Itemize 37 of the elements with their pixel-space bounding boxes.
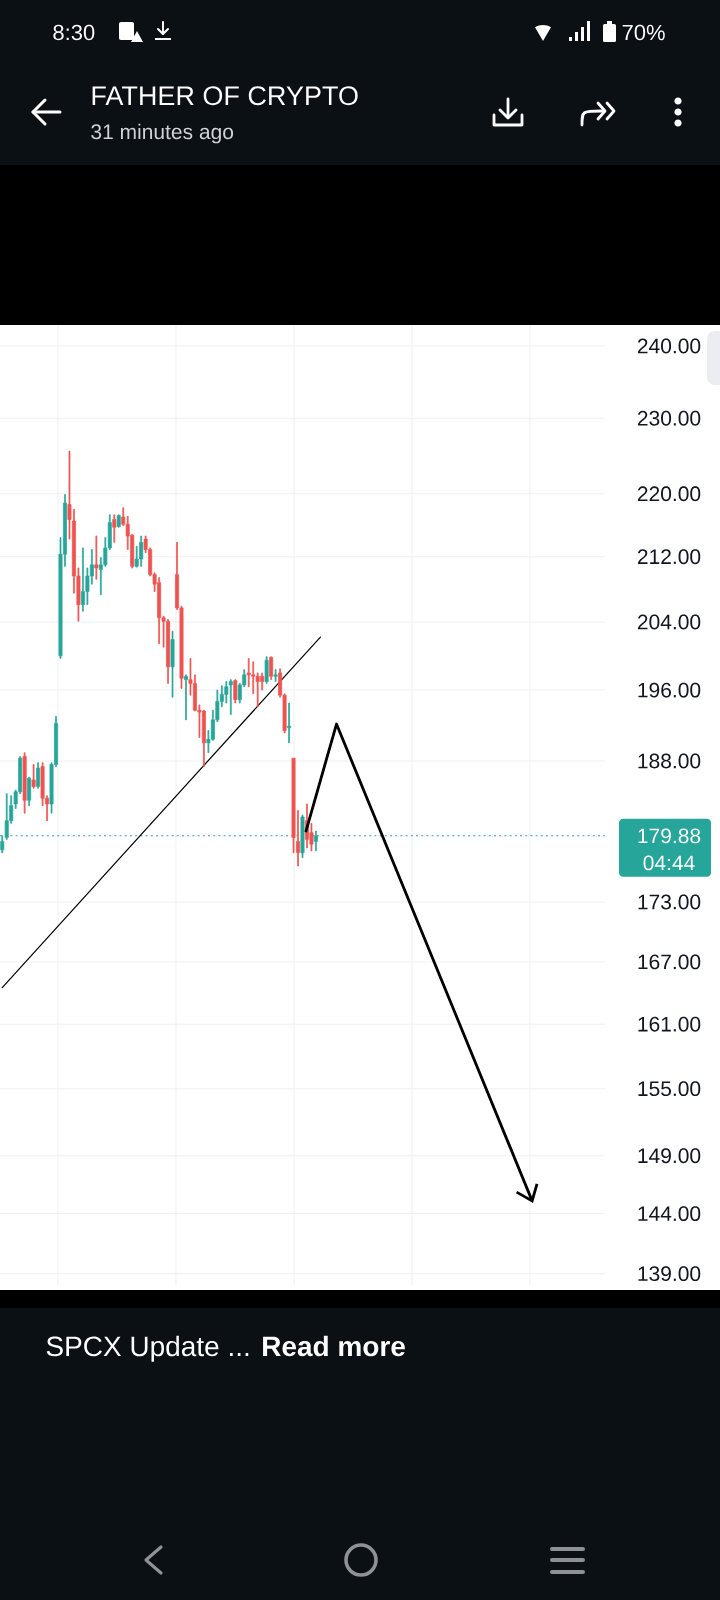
chart-title: FATHER OF CRYPTO [92, 86, 358, 106]
candlestick [264, 656, 269, 684]
candlestick [27, 776, 32, 807]
text: SPCX Update ... Read more [46, 1335, 405, 1362]
y-tick-label: 204.00 [637, 614, 701, 630]
candlestick [184, 674, 188, 721]
candlestick [228, 679, 233, 715]
candlestick [94, 535, 99, 580]
y-tick-label: 188.00 [638, 753, 701, 769]
candlestick [31, 764, 36, 789]
candlestick [233, 679, 238, 704]
y-tick-label: 139.00 [638, 1266, 701, 1282]
text: 04:44 [643, 855, 695, 871]
candlestick [112, 514, 117, 543]
y-tick-label: 161.00 [638, 1016, 701, 1032]
ref-line-label: 179.88 [638, 828, 701, 844]
candlestick [22, 752, 27, 814]
candlestick [273, 669, 278, 682]
candlestick [36, 762, 41, 789]
candlestick [300, 814, 305, 858]
y-tick-label: 196.00 [638, 682, 701, 698]
y-tick-label: 155.00 [638, 1081, 701, 1097]
text: 8:30 [53, 24, 95, 41]
y-tick-label: 144.00 [638, 1206, 701, 1222]
candlestick [116, 514, 121, 528]
text: 70% [622, 24, 665, 41]
candlestick [287, 702, 292, 744]
y-tick-label: 230.00 [637, 410, 701, 426]
y-tick-label: 173.00 [638, 894, 701, 910]
chart-subtitle: 31 minutes ago [91, 123, 234, 144]
y-tick-label: 167.00 [638, 954, 701, 970]
y-tick-label: 220.00 [637, 486, 701, 502]
candlestick [269, 656, 274, 681]
y-tick-label: 149.00 [638, 1148, 701, 1164]
y-tick-label: 240.00 [637, 338, 701, 354]
candlestick [170, 630, 175, 698]
y-tick-label: 212.00 [637, 549, 701, 565]
